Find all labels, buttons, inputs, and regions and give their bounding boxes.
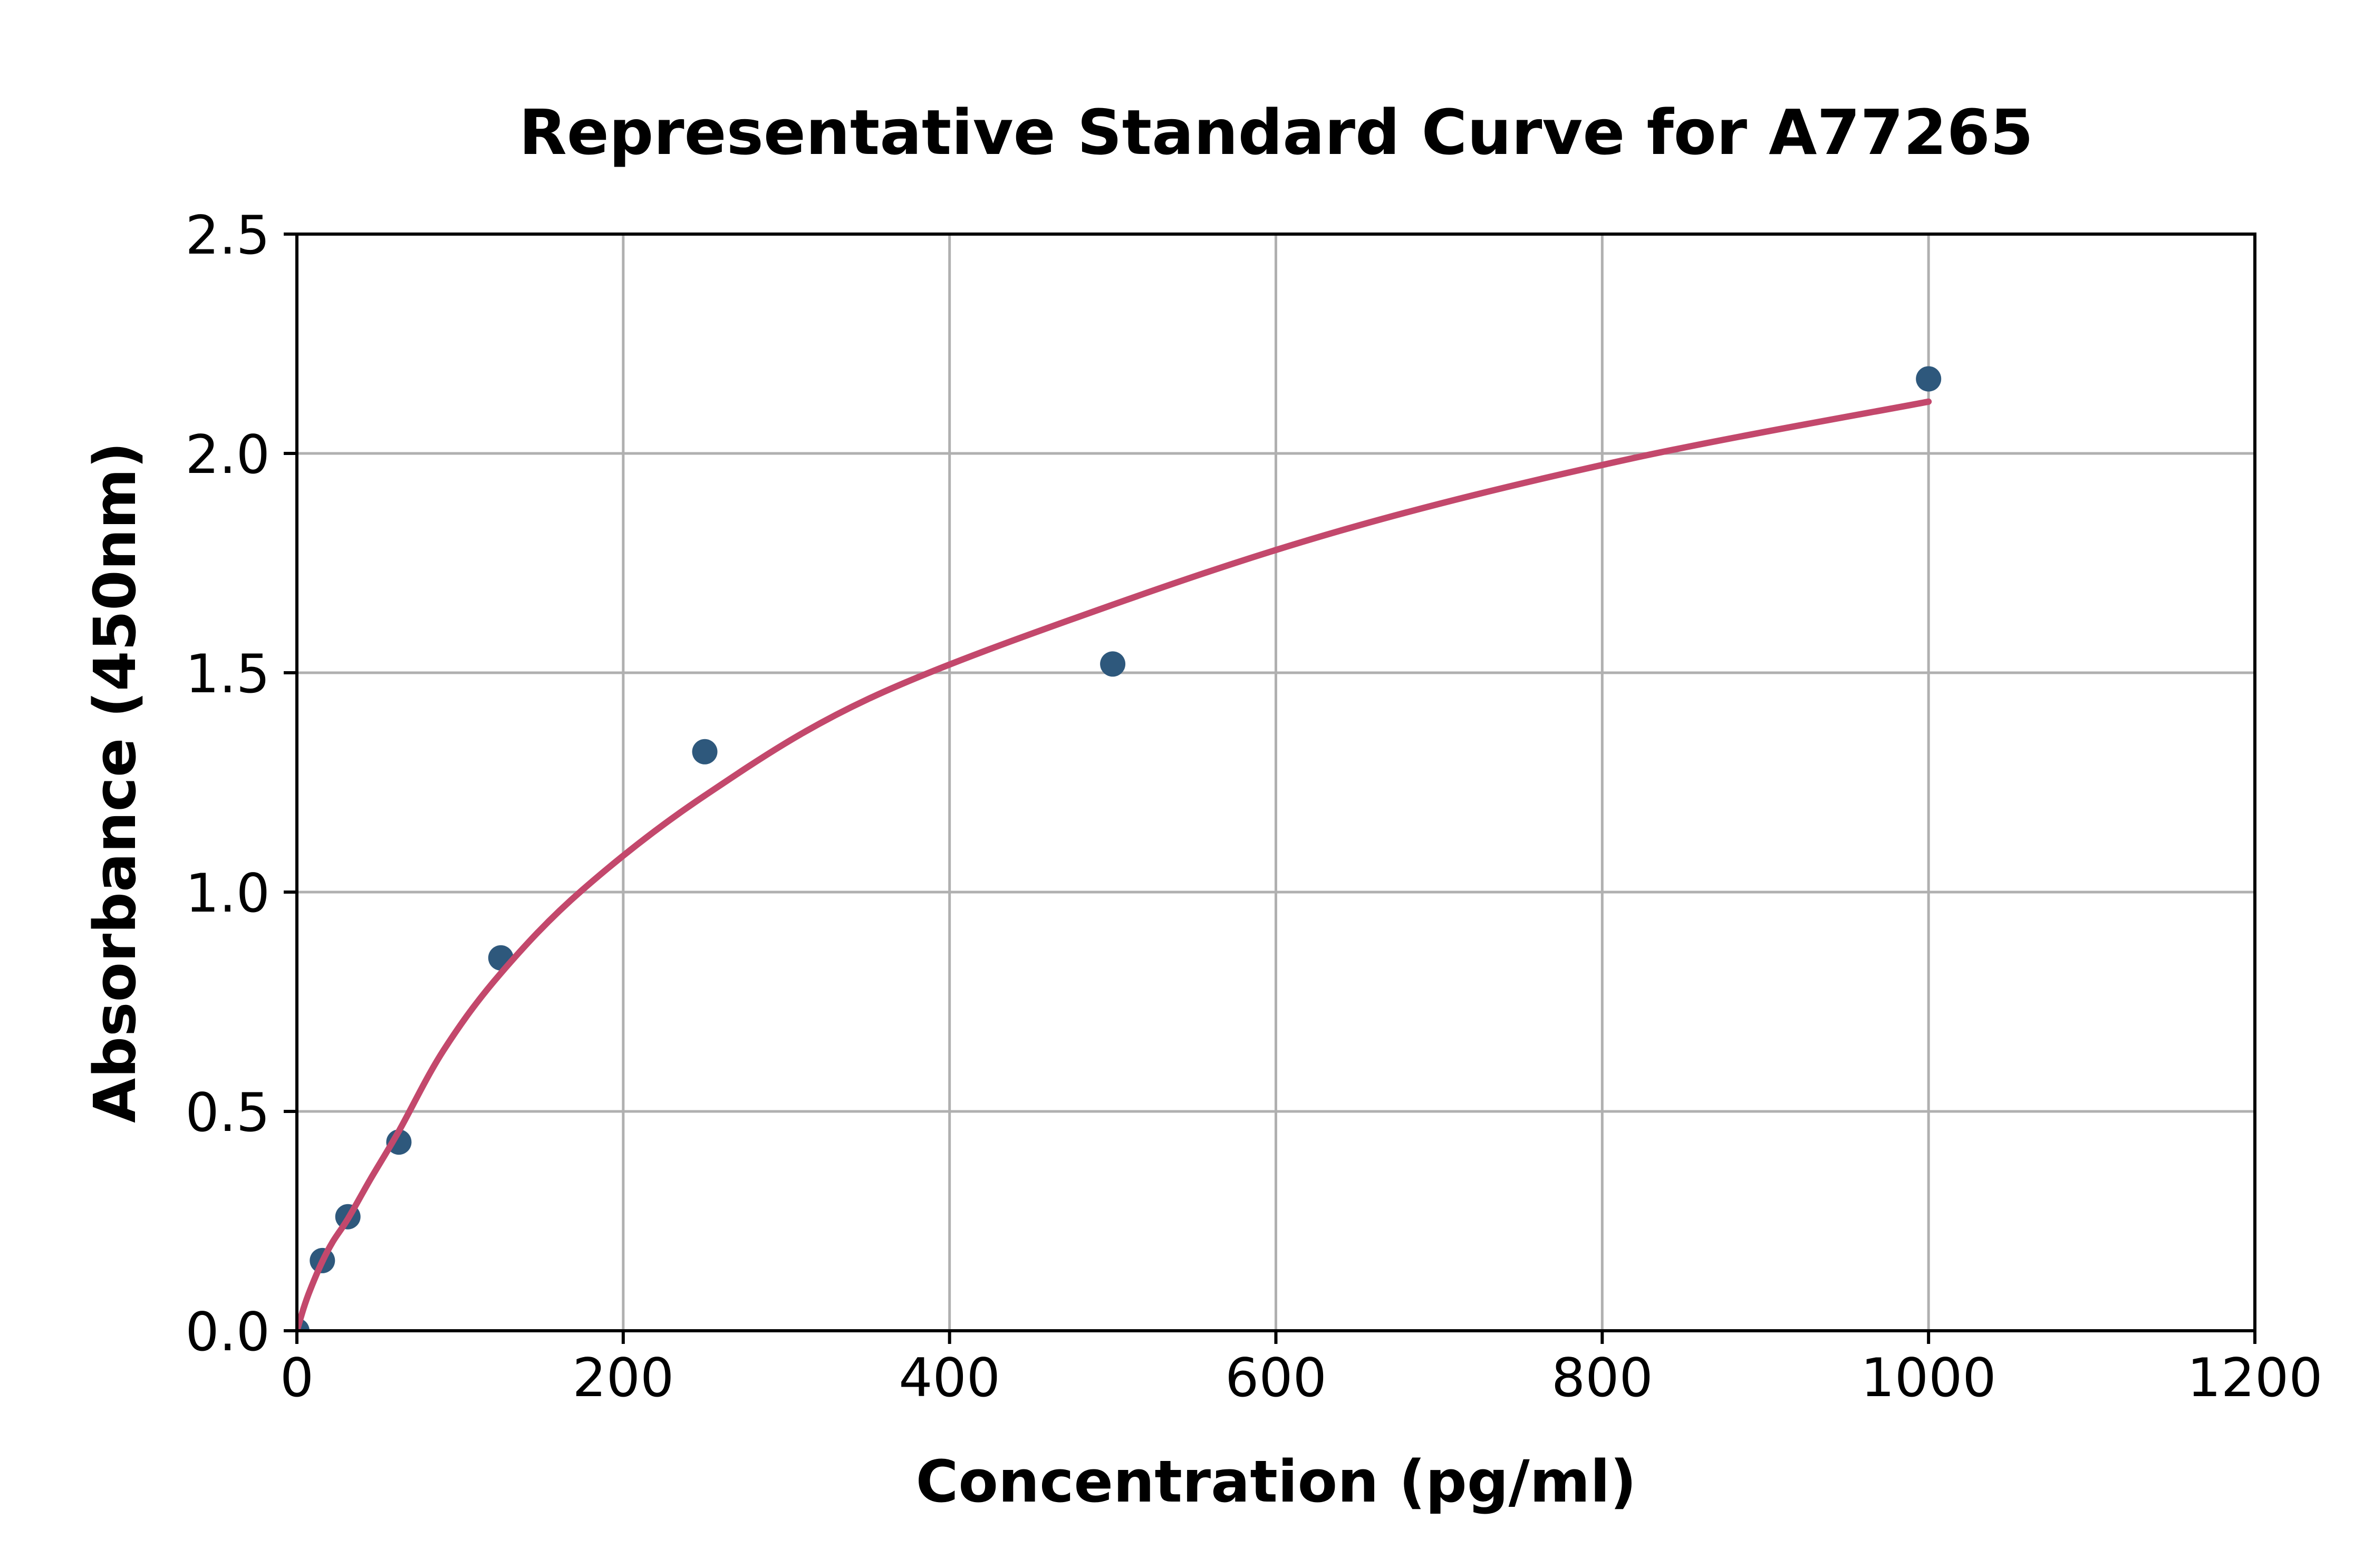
y-tick-label: 1.0 bbox=[185, 862, 270, 924]
y-tick-label: 2.0 bbox=[185, 423, 270, 486]
x-tick-labels: 0 200 400 600 800 1000 1200 bbox=[280, 1347, 2323, 1409]
scatter-point bbox=[1100, 651, 1126, 677]
y-tick-labels: 0.0 0.5 1.0 1.5 2.0 2.5 bbox=[185, 204, 270, 1363]
x-axis-label: Concentration (pg/ml) bbox=[916, 1448, 1637, 1515]
x-tick-label: 400 bbox=[899, 1347, 1000, 1409]
tick-marks bbox=[284, 233, 2256, 1344]
y-axis-label: Absorbance (450nm) bbox=[81, 442, 149, 1123]
y-tick-label: 1.5 bbox=[185, 643, 270, 705]
x-tick-label: 0 bbox=[280, 1347, 314, 1409]
x-tick-label: 1200 bbox=[2187, 1347, 2322, 1409]
x-tick-label: 1000 bbox=[1861, 1347, 1996, 1409]
fit-curve bbox=[297, 398, 1932, 1331]
x-tick-label: 800 bbox=[1551, 1347, 1653, 1409]
x-tick-label: 200 bbox=[572, 1347, 674, 1409]
gridlines bbox=[297, 234, 2255, 1331]
scatter-point bbox=[692, 739, 718, 764]
scatter-point bbox=[1916, 366, 1942, 392]
y-tick-label: 0.5 bbox=[185, 1081, 270, 1144]
y-tick-label: 0.0 bbox=[185, 1301, 270, 1363]
x-tick-label: 600 bbox=[1225, 1347, 1327, 1409]
chart-title: Representative Standard Curve for A77265 bbox=[519, 96, 2033, 169]
y-tick-label: 2.5 bbox=[185, 204, 270, 266]
scatter-point bbox=[386, 1129, 412, 1155]
